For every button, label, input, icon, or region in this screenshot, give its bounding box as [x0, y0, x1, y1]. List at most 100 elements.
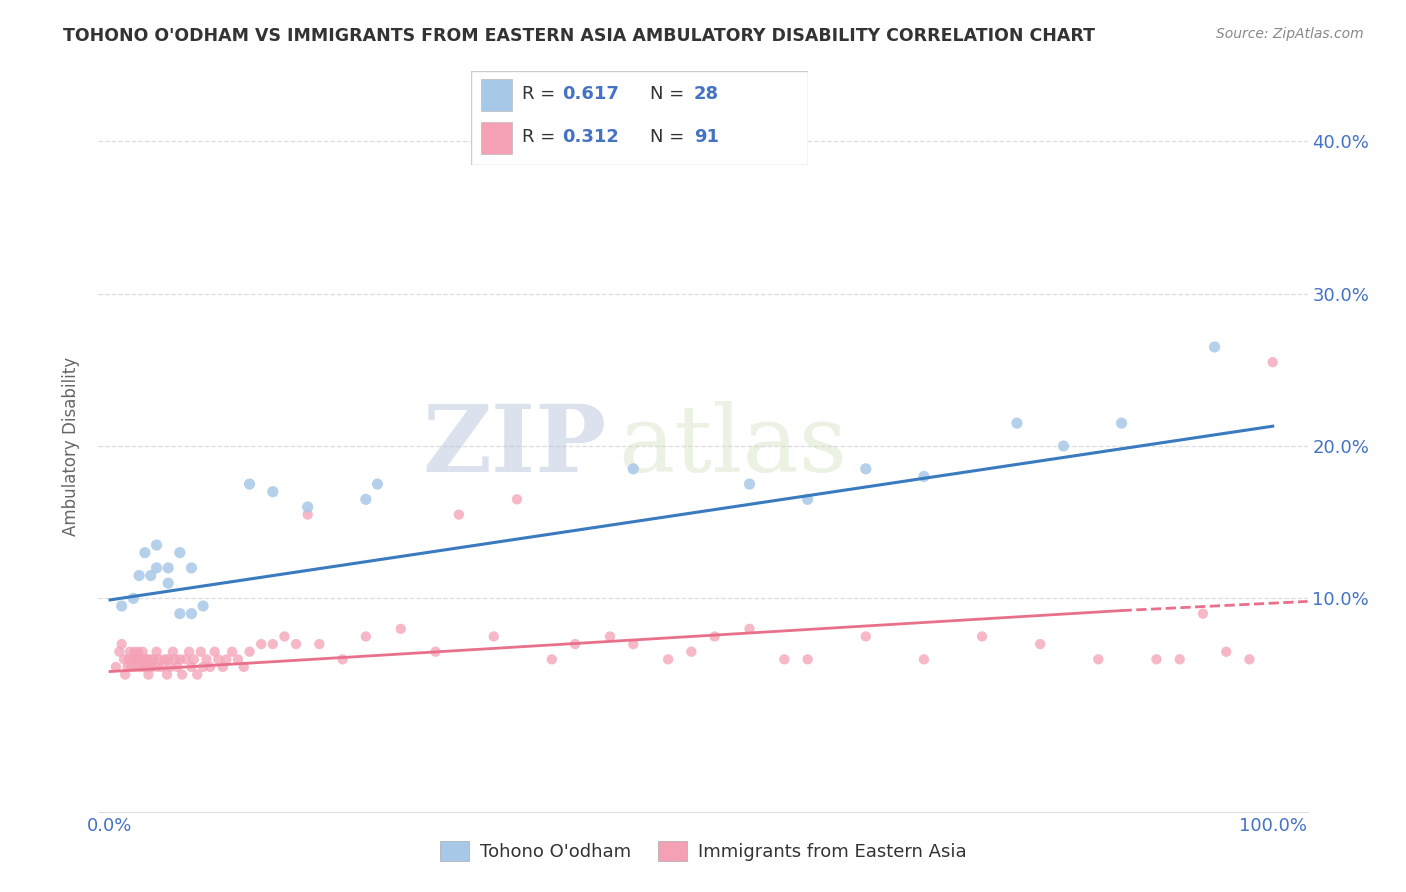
Point: [1005, 416, 1028, 430]
Point: [135, 660, 157, 674]
Point: [855, 462, 877, 476]
Point: [195, 652, 218, 666]
Point: [117, 660, 139, 674]
Point: [138, 667, 160, 681]
Point: [139, 652, 162, 666]
Point: [1215, 645, 1237, 659]
Point: [232, 660, 254, 674]
Text: 28: 28: [693, 85, 718, 103]
Point: [124, 645, 146, 659]
Point: [139, 568, 162, 582]
Point: [191, 660, 214, 674]
Point: [150, 660, 173, 674]
Text: R =: R =: [522, 128, 561, 146]
Point: [425, 645, 447, 659]
Point: [366, 477, 388, 491]
Point: [796, 652, 818, 666]
Point: [129, 660, 152, 674]
Point: [506, 492, 529, 507]
Point: [681, 645, 703, 659]
Point: [1052, 439, 1074, 453]
Point: [131, 652, 153, 666]
Point: [180, 660, 202, 674]
Point: [215, 652, 238, 666]
Point: [111, 637, 134, 651]
Point: [354, 492, 377, 507]
Point: [226, 652, 249, 666]
Point: [157, 561, 180, 575]
Point: [122, 591, 145, 606]
Text: 91: 91: [693, 128, 718, 146]
Point: [169, 607, 191, 621]
Point: [156, 667, 179, 681]
Text: 0.312: 0.312: [562, 128, 619, 146]
Point: [114, 667, 136, 681]
Point: [389, 622, 412, 636]
Point: [112, 652, 135, 666]
Point: [124, 660, 146, 674]
Point: [145, 561, 167, 575]
Point: [855, 630, 877, 644]
Point: [912, 652, 935, 666]
Point: [447, 508, 470, 522]
Point: [738, 622, 761, 636]
Text: N =: N =: [650, 85, 690, 103]
Point: [1204, 340, 1226, 354]
Point: [297, 500, 319, 514]
Point: [1239, 652, 1261, 666]
Point: [157, 576, 180, 591]
Point: [183, 652, 205, 666]
Point: [172, 667, 194, 681]
Bar: [481, 122, 512, 153]
Legend: Tohono O'odham, Immigrants from Eastern Asia: Tohono O'odham, Immigrants from Eastern …: [433, 834, 973, 869]
Point: [354, 630, 377, 644]
Point: [285, 637, 308, 651]
Point: [128, 652, 150, 666]
Point: [1192, 607, 1215, 621]
Point: [738, 477, 761, 491]
Point: [482, 630, 505, 644]
Point: [773, 652, 796, 666]
Point: [162, 645, 184, 659]
Point: [621, 462, 644, 476]
Point: [122, 652, 145, 666]
Point: [111, 599, 134, 613]
Point: [599, 630, 621, 644]
Point: [108, 645, 131, 659]
Point: [179, 645, 201, 659]
Point: [1111, 416, 1133, 430]
Point: [912, 469, 935, 483]
Point: [146, 660, 169, 674]
Point: [703, 630, 725, 644]
Text: ZIP: ZIP: [422, 401, 606, 491]
Bar: [481, 78, 512, 111]
Point: [145, 538, 167, 552]
Point: [180, 561, 202, 575]
Point: [134, 652, 156, 666]
Point: [1168, 652, 1191, 666]
Point: [131, 645, 153, 659]
Point: [145, 645, 167, 659]
Point: [262, 484, 284, 499]
Point: [262, 637, 284, 651]
Point: [308, 637, 330, 651]
Point: [157, 652, 180, 666]
Point: [166, 660, 188, 674]
Point: [159, 660, 181, 674]
Text: N =: N =: [650, 128, 690, 146]
Point: [273, 630, 295, 644]
Point: [153, 652, 176, 666]
Text: atlas: atlas: [619, 401, 848, 491]
Point: [1029, 637, 1052, 651]
Point: [132, 660, 155, 674]
Point: [204, 645, 226, 659]
Point: [118, 652, 141, 666]
Point: [169, 546, 191, 560]
Point: [198, 660, 221, 674]
Point: [211, 660, 233, 674]
Point: [250, 637, 273, 651]
Point: [136, 652, 159, 666]
Point: [138, 660, 160, 674]
Text: R =: R =: [522, 85, 561, 103]
Point: [169, 652, 191, 666]
